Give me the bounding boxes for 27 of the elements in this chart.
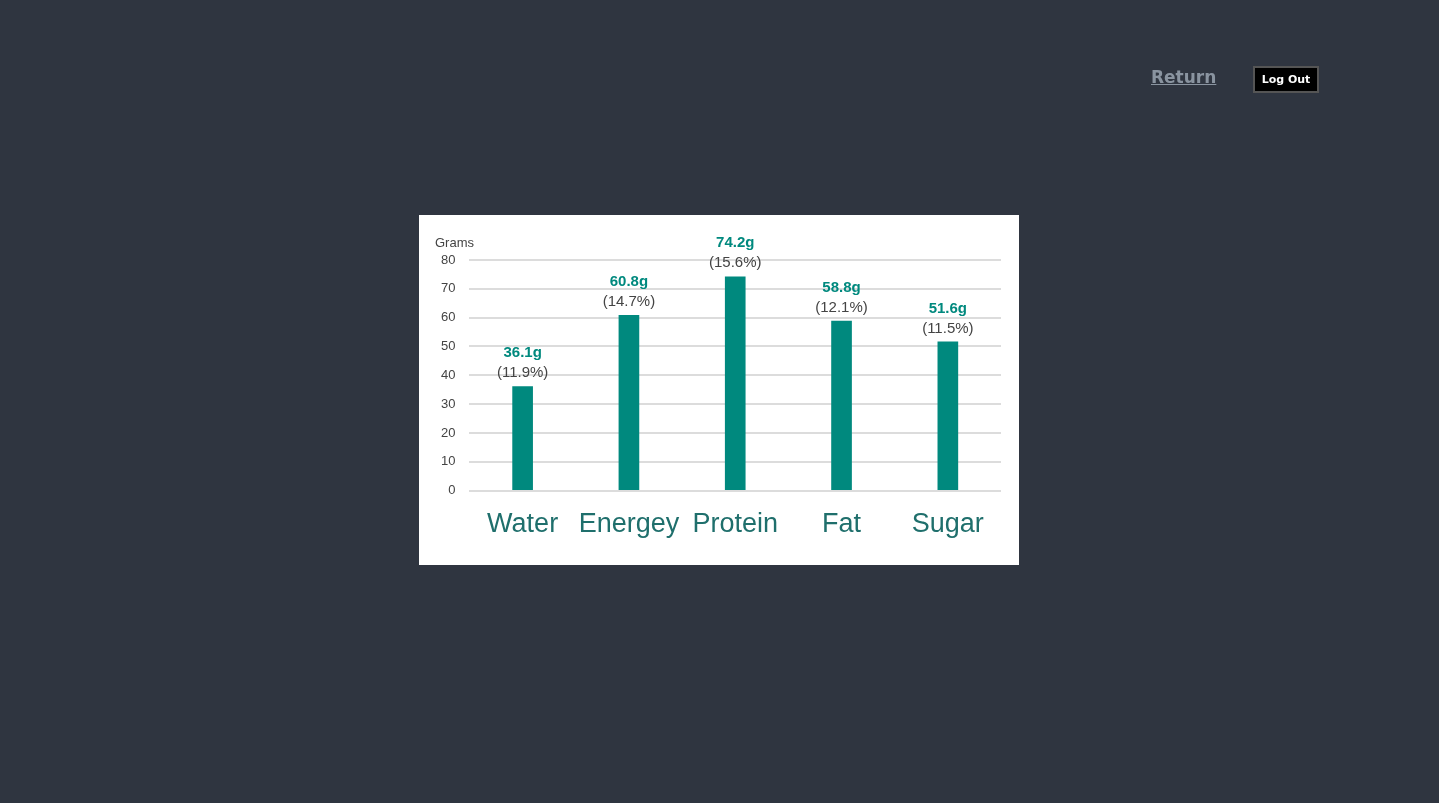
text: Return [1151,67,1217,87]
x-tick-label: Fat [822,508,862,539]
x-tick-label: Protein [692,508,779,539]
bar [831,320,852,490]
y-tick-label: 40 [440,366,456,382]
y-tick-label: 80 [440,251,456,267]
y-tick-label: 30 [440,395,456,411]
y-tick-label: 60 [440,309,456,325]
x-tick-label: Energey [578,508,680,539]
bar [618,315,640,490]
bar [512,386,533,490]
y-tick-label: 70 [440,280,456,296]
bar [724,276,746,490]
data-label: 36.1g (11.9%) [496,343,549,381]
x-tick-label: Water [487,508,559,539]
y-tick-label: 50 [440,338,456,354]
data-label: 60.8g (14.7%) [602,271,656,309]
x-tick-label: Sugar [911,508,984,539]
data-label: 74.2g (15.6%) [708,233,762,271]
text: Log Out [1253,66,1319,93]
data-label: 51.6g (11.5%) [922,298,974,336]
y-axis-title: Grams [435,235,475,251]
y-tick-label: 0 [448,482,456,498]
bar [937,341,959,490]
data-label: 58.8g (12.1%) [815,277,868,315]
y-tick-label: 10 [440,453,456,469]
y-tick-label: 20 [440,424,456,440]
